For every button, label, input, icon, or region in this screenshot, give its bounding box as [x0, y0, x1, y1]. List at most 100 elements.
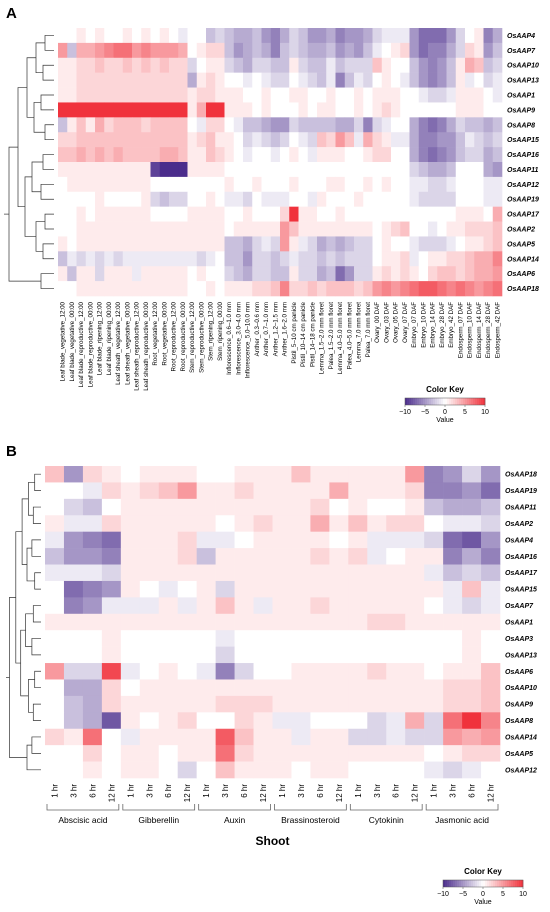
- heatmap-a-cell: [187, 176, 198, 193]
- heatmap-a-cell: [233, 176, 244, 193]
- heatmap-b-cell: [45, 515, 65, 532]
- heatmap-a-cell: [344, 236, 355, 252]
- heatmap-b-cell: [139, 482, 160, 500]
- heatmap-a-cell: [280, 28, 290, 44]
- heatmap-a-cell: [159, 87, 170, 103]
- heatmap-b-cell: [310, 745, 330, 762]
- heatmap-a-cell: [67, 102, 77, 118]
- heatmap-a-cell: [159, 162, 170, 178]
- heatmap-b-cell: [310, 646, 330, 664]
- heatmap-b-cell: [481, 728, 501, 746]
- heatmap-b-cell: [367, 515, 387, 532]
- heatmap-a-cell: [391, 206, 401, 222]
- heatmap-a-cell: [400, 162, 410, 178]
- heatmap-a-cell: [465, 281, 475, 297]
- heatmap-a-cell: [132, 236, 142, 252]
- heatmap-a-cell: [372, 132, 383, 148]
- heatmap-b-cell: [158, 498, 179, 516]
- heatmap-b-cell: [63, 663, 84, 680]
- heatmap-a-cell: [215, 87, 225, 103]
- color-key-tick-label: 0: [443, 409, 447, 416]
- heatmap-a-cell: [113, 206, 124, 222]
- heatmap-a-cell: [465, 162, 475, 178]
- heatmap-a-cell: [492, 117, 503, 133]
- heatmap-a-cell: [381, 102, 392, 118]
- heatmap-b-row-label: OsAAP3: [505, 636, 533, 643]
- heatmap-a-row-label: OsAAP6: [507, 271, 535, 278]
- heatmap-a-cell: [196, 251, 207, 267]
- heatmap-a-cell: [169, 102, 179, 118]
- heatmap-b-cell: [405, 564, 425, 582]
- heatmap-a-cell: [363, 87, 373, 103]
- heatmap-a-cell: [437, 281, 447, 297]
- heatmap-a-cell: [418, 236, 429, 252]
- heatmap-b-cell: [63, 728, 84, 746]
- heatmap-a-column-label: Leaf blade_ripening_00:00: [106, 301, 113, 375]
- heatmap-b-cell: [253, 580, 273, 598]
- heatmap-a-cell: [122, 162, 133, 178]
- heatmap-a-cell: [159, 176, 170, 193]
- heatmap-a-cell: [58, 281, 68, 297]
- heatmap-b-column-label: 6 hr: [392, 784, 401, 798]
- heatmap-a-cell: [67, 191, 77, 207]
- heatmap-b-cell: [443, 761, 463, 779]
- heatmap-b-cell: [367, 761, 387, 779]
- heatmap-a-cell: [409, 162, 420, 178]
- heatmap-b-cell: [386, 515, 406, 532]
- heatmap-a-cell: [391, 236, 401, 252]
- heatmap-b-cell: [348, 564, 368, 582]
- heatmap-b-cell: [120, 564, 141, 582]
- heatmap-a-cell: [206, 281, 216, 297]
- heatmap-b-cell: [367, 597, 387, 615]
- heatmap-a-cell: [326, 42, 336, 59]
- heatmap-a-cell: [141, 251, 151, 267]
- heatmap-a-cell: [85, 236, 96, 252]
- heatmap-a-cell: [58, 236, 68, 252]
- heatmap-a-cell: [344, 147, 355, 163]
- heatmap-b-cell: [45, 597, 65, 615]
- heatmap-b-cell: [215, 695, 235, 713]
- heatmap-b-cell: [253, 564, 273, 582]
- heatmap-a-column-label: Pistil_5–10 cm panicle: [291, 301, 298, 363]
- heatmap-a-cell: [243, 28, 253, 44]
- heatmap-a-column-label: Inflorescence_5.0–10.0 mm: [245, 302, 252, 378]
- heatmap-b-cell: [234, 548, 254, 565]
- heatmap-a-column-label: Leaf blade_reproductive_12:00: [78, 301, 85, 387]
- heatmap-a-cell: [132, 221, 142, 237]
- heatmap-b-cell: [101, 498, 122, 516]
- heatmap-b-cell: [82, 679, 103, 697]
- heatmap-a-cell: [104, 221, 114, 237]
- heatmap-a-cell: [141, 147, 151, 163]
- heatmap-b-cell: [291, 630, 311, 647]
- heatmap-a-cell: [104, 57, 114, 73]
- heatmap-a-cell: [196, 266, 207, 282]
- heatmap-b-cell: [234, 745, 254, 762]
- heatmap-a-cell: [455, 72, 466, 88]
- heatmap-b-cell: [424, 531, 444, 549]
- heatmap-b-cell: [348, 498, 368, 516]
- color-key-swatch: [425, 398, 428, 405]
- heatmap-a-cell: [104, 162, 114, 178]
- heatmap-b-row-label: OsAAP18: [505, 472, 537, 479]
- heatmap-a-cell: [446, 162, 457, 178]
- heatmap-a-cell: [233, 28, 244, 44]
- heatmap-a-cell: [95, 28, 105, 44]
- heatmap-a-cell: [317, 236, 327, 252]
- heatmap-b-cell: [424, 745, 444, 762]
- heatmap-a-cell: [206, 147, 216, 163]
- heatmap-b-cell: [424, 564, 444, 582]
- heatmap-a-cell: [372, 162, 383, 178]
- heatmap-b-cell: [291, 548, 311, 565]
- heatmap-a-cell: [289, 221, 299, 237]
- heatmap-a-column-label: Inflorescence_0.6–1.0 mm: [226, 302, 233, 375]
- heatmap-a-cell: [307, 132, 318, 148]
- heatmap-b-cell: [45, 712, 65, 730]
- heatmap-a-cell: [104, 42, 114, 59]
- color-key-swatch: [489, 880, 492, 887]
- heatmap-a-cell: [113, 162, 124, 178]
- heatmap-b-cell: [177, 712, 197, 730]
- heatmap-a-cell: [298, 191, 309, 207]
- heatmap-b-cell: [291, 728, 311, 746]
- heatmap-b-cell: [386, 663, 406, 680]
- heatmap-a-cell: [418, 117, 429, 133]
